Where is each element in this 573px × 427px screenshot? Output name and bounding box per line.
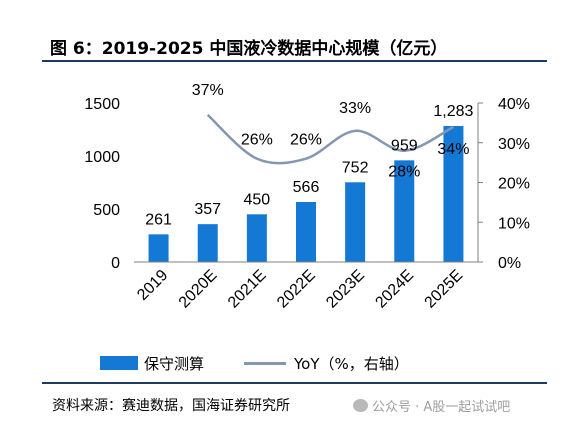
yoy-value-label: 33% bbox=[339, 100, 371, 117]
x-axis-tick-label: 2025E bbox=[422, 267, 467, 312]
right-axis-tick-label: 20% bbox=[498, 176, 530, 193]
yoy-line-series bbox=[206, 113, 455, 165]
x-axis: 2019 2020E 2021E 2022E 2023E 2024E 2025E bbox=[134, 261, 478, 312]
legend-bar-label: 保守测算 bbox=[144, 354, 205, 373]
data-labels: 261 357 450 566 752 959 1,283 37% 26% 26% 33% 28% 34… bbox=[145, 82, 473, 228]
right-axis: 0% 10% 20% 30% 40% bbox=[477, 96, 530, 272]
bar bbox=[148, 234, 169, 262]
yoy-value-label: 34% bbox=[437, 141, 469, 158]
bar-value-label: 357 bbox=[194, 201, 221, 218]
bar-value-label: 261 bbox=[145, 211, 172, 228]
x-axis-tick-label: 2019 bbox=[134, 267, 171, 304]
legend-item-line: YoY（%，右轴） bbox=[244, 353, 409, 374]
bar bbox=[197, 224, 218, 262]
left-axis: 0 500 1000 1500 bbox=[84, 96, 120, 272]
watermark: 公众号 · A股一起试试吧 bbox=[353, 396, 510, 415]
bar-value-label: 450 bbox=[244, 191, 271, 208]
yoy-value-label: 37% bbox=[192, 82, 224, 99]
bar bbox=[443, 126, 464, 262]
watermark-text: 公众号 · A股一起试试吧 bbox=[372, 400, 511, 415]
right-axis-tick-label: 0% bbox=[498, 255, 521, 272]
x-axis-tick-label: 2024E bbox=[372, 267, 417, 312]
legend-line-swatch bbox=[244, 361, 287, 365]
x-axis-tick-label: 2023E bbox=[323, 267, 368, 312]
bar bbox=[394, 160, 415, 262]
bar-value-label: 752 bbox=[342, 159, 369, 176]
bar-value-label: 1,283 bbox=[433, 103, 473, 120]
yoy-line bbox=[206, 113, 455, 165]
bar-series bbox=[148, 126, 464, 262]
left-axis-tick-label: 1000 bbox=[84, 149, 120, 166]
footer-rule bbox=[42, 382, 547, 384]
wechat-icon bbox=[353, 399, 368, 412]
x-axis-tick-label: 2021E bbox=[225, 267, 270, 312]
right-axis-tick-label: 30% bbox=[498, 136, 530, 153]
yoy-value-label: 26% bbox=[241, 132, 273, 149]
legend-bar-swatch bbox=[100, 356, 138, 370]
legend-item-bar: 保守测算 bbox=[100, 353, 204, 374]
bar-value-label: 566 bbox=[293, 179, 320, 196]
bar bbox=[246, 214, 267, 262]
left-axis-tick-label: 1500 bbox=[84, 96, 120, 113]
legend: 保守测算 YoY（%，右轴） bbox=[100, 352, 449, 374]
x-axis-tick-label: 2022E bbox=[274, 267, 319, 312]
left-axis-tick-label: 0 bbox=[111, 255, 120, 272]
bar bbox=[345, 182, 366, 262]
bar-value-label: 959 bbox=[391, 137, 418, 154]
bar bbox=[296, 202, 316, 262]
yoy-value-label: 26% bbox=[290, 132, 322, 149]
title-bar: 图 6：2019-2025 中国液冷数据中心规模（亿元） bbox=[42, 30, 547, 62]
right-axis-tick-label: 10% bbox=[498, 215, 530, 232]
yoy-value-label: 28% bbox=[388, 164, 420, 181]
source-note: 资料来源：赛迪数据，国海证券研究所 bbox=[52, 398, 290, 414]
right-axis-tick-label: 40% bbox=[498, 96, 530, 113]
x-axis-tick-label: 2020E bbox=[176, 267, 221, 312]
legend-line-label: YoY（%，右轴） bbox=[294, 354, 409, 373]
figure-title: 图 6：2019-2025 中国液冷数据中心规模（亿元） bbox=[50, 39, 448, 59]
left-axis-tick-label: 500 bbox=[93, 202, 120, 219]
